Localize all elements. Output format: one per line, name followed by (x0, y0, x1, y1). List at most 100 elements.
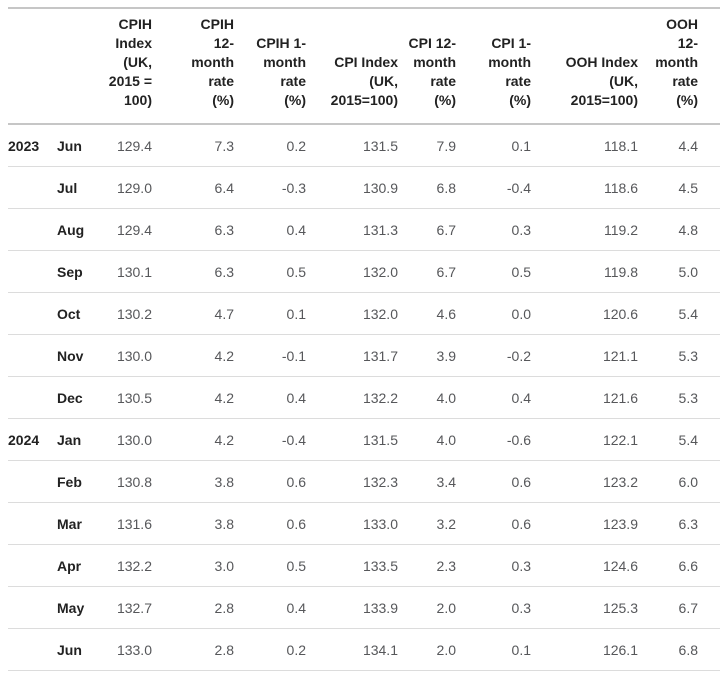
table-row: 2023 Jun 129.4 7.3 0.2 131.5 7.9 0.1 118.1 4.4 (8, 124, 720, 167)
cell-cpi-index: 132.2 (306, 376, 398, 419)
cell-cpi-12-month-rate: 4.0 (398, 418, 456, 461)
cell-cpih-index: 129.4 (102, 124, 152, 167)
cell-ooh-index: 123.2 (531, 460, 638, 503)
cell-year (8, 502, 56, 545)
cell-year: 2023 (8, 124, 56, 167)
cell-cpih-12-month-rate: 4.2 (152, 376, 234, 419)
cell-cpi-1-month-rate: -0.6 (456, 418, 531, 461)
cell-year (8, 250, 56, 293)
cell-cpih-1-month-rate: 0.4 (234, 208, 306, 251)
cell-ooh-index: 119.8 (531, 250, 638, 293)
header-row: CPIH Index (UK, 2015 = 100) CPIH 12- mon… (8, 7, 720, 125)
cell-cpih-1-month-rate: 0.4 (234, 376, 306, 419)
table-row: Jun 133.0 2.8 0.2 134.1 2.0 0.1 126.1 6.8 (8, 628, 720, 671)
cell-cpi-1-month-rate: 0.6 (456, 502, 531, 545)
table-row: Sep 130.1 6.3 0.5 132.0 6.7 0.5 119.8 5.0 (8, 250, 720, 293)
cell-cpih-1-month-rate: 0.2 (234, 124, 306, 167)
cell-month: Apr (56, 544, 102, 587)
cell-cpi-index: 132.3 (306, 460, 398, 503)
cell-cpi-1-month-rate: -0.2 (456, 334, 531, 377)
table-row: Oct 130.2 4.7 0.1 132.0 4.6 0.0 120.6 5.4 (8, 292, 720, 335)
cell-cpih-12-month-rate: 3.8 (152, 460, 234, 503)
cell-cpi-12-month-rate: 3.4 (398, 460, 456, 503)
cell-cpi-12-month-rate: 4.0 (398, 376, 456, 419)
cell-ooh-12-month-rate: 5.3 (638, 376, 720, 419)
cell-month: Oct (56, 292, 102, 335)
cell-month: Dec (56, 376, 102, 419)
cell-ooh-index: 122.1 (531, 418, 638, 461)
cell-month: Jun (56, 628, 102, 671)
cell-cpih-index: 130.2 (102, 292, 152, 335)
column-header-cpih-1-month-rate: CPIH 1- month rate (%) (234, 7, 306, 125)
cell-cpih-12-month-rate: 3.0 (152, 544, 234, 587)
cell-cpih-index: 133.0 (102, 628, 152, 671)
cell-cpi-1-month-rate: 0.4 (456, 376, 531, 419)
cell-cpih-12-month-rate: 4.7 (152, 292, 234, 335)
cell-cpi-1-month-rate: 0.3 (456, 208, 531, 251)
cell-ooh-12-month-rate: 4.8 (638, 208, 720, 251)
cell-cpih-1-month-rate: -0.4 (234, 418, 306, 461)
cell-year (8, 334, 56, 377)
cell-month: Aug (56, 208, 102, 251)
table-row: Feb 130.8 3.8 0.6 132.3 3.4 0.6 123.2 6.0 (8, 460, 720, 503)
cell-cpih-12-month-rate: 3.8 (152, 502, 234, 545)
cell-cpih-12-month-rate: 2.8 (152, 628, 234, 671)
cell-ooh-index: 118.1 (531, 124, 638, 167)
cell-cpi-1-month-rate: 0.1 (456, 628, 531, 671)
cell-cpi-index: 132.0 (306, 250, 398, 293)
table-row: Apr 132.2 3.0 0.5 133.5 2.3 0.3 124.6 6.6 (8, 544, 720, 587)
cell-month: Jun (56, 124, 102, 167)
table-row: Mar 131.6 3.8 0.6 133.0 3.2 0.6 123.9 6.3 (8, 502, 720, 545)
cell-ooh-12-month-rate: 5.3 (638, 334, 720, 377)
cell-cpi-index: 131.5 (306, 418, 398, 461)
table-row: 2024 Jan 130.0 4.2 -0.4 131.5 4.0 -0.6 122.1 5.4 (8, 418, 720, 461)
cell-month: Jul (56, 166, 102, 209)
column-header-cpih-index: CPIH Index (UK, 2015 = 100) (102, 7, 152, 125)
cell-month: Sep (56, 250, 102, 293)
cell-cpi-12-month-rate: 6.7 (398, 250, 456, 293)
cell-year (8, 586, 56, 629)
cell-cpi-12-month-rate: 6.7 (398, 208, 456, 251)
cell-year (8, 460, 56, 503)
cell-cpih-1-month-rate: 0.5 (234, 250, 306, 293)
cell-cpih-index: 130.0 (102, 418, 152, 461)
cell-year (8, 166, 56, 209)
column-header-cpih-12-month-rate: CPIH 12- month rate (%) (152, 7, 234, 125)
table-row: Aug 129.4 6.3 0.4 131.3 6.7 0.3 119.2 4.8 (8, 208, 720, 251)
inflation-table: CPIH Index (UK, 2015 = 100) CPIH 12- mon… (8, 7, 720, 671)
cell-month: Feb (56, 460, 102, 503)
cell-cpih-1-month-rate: 0.2 (234, 628, 306, 671)
column-header-month (56, 7, 102, 125)
cell-cpi-index: 131.3 (306, 208, 398, 251)
cell-ooh-index: 120.6 (531, 292, 638, 335)
cell-cpih-12-month-rate: 2.8 (152, 586, 234, 629)
cell-year (8, 292, 56, 335)
cell-ooh-12-month-rate: 4.5 (638, 166, 720, 209)
cell-cpi-1-month-rate: 0.3 (456, 586, 531, 629)
cell-cpih-index: 131.6 (102, 502, 152, 545)
cell-ooh-12-month-rate: 6.3 (638, 502, 720, 545)
table-body: 2023 Jun 129.4 7.3 0.2 131.5 7.9 0.1 118.1 4.4 Jul… (8, 124, 720, 671)
cell-cpih-12-month-rate: 4.2 (152, 418, 234, 461)
cell-cpi-index: 133.5 (306, 544, 398, 587)
column-header-ooh-index: OOH Index (UK, 2015=100) (531, 7, 638, 125)
cell-cpi-1-month-rate: 0.1 (456, 124, 531, 167)
cell-cpi-1-month-rate: 0.5 (456, 250, 531, 293)
cell-ooh-12-month-rate: 6.0 (638, 460, 720, 503)
table-row: May 132.7 2.8 0.4 133.9 2.0 0.3 125.3 6.7 (8, 586, 720, 629)
cell-cpi-12-month-rate: 7.9 (398, 124, 456, 167)
cell-ooh-12-month-rate: 5.4 (638, 418, 720, 461)
cell-ooh-index: 124.6 (531, 544, 638, 587)
cell-ooh-12-month-rate: 5.4 (638, 292, 720, 335)
cell-year (8, 208, 56, 251)
cell-cpih-12-month-rate: 6.3 (152, 250, 234, 293)
cell-cpi-index: 133.9 (306, 586, 398, 629)
cell-cpih-index: 132.2 (102, 544, 152, 587)
cell-cpi-index: 134.1 (306, 628, 398, 671)
cell-cpi-index: 131.7 (306, 334, 398, 377)
cell-month: Mar (56, 502, 102, 545)
cell-cpih-index: 129.0 (102, 166, 152, 209)
cell-cpi-index: 130.9 (306, 166, 398, 209)
column-header-ooh-12-month-rate: OOH 12- month rate (%) (638, 7, 720, 125)
